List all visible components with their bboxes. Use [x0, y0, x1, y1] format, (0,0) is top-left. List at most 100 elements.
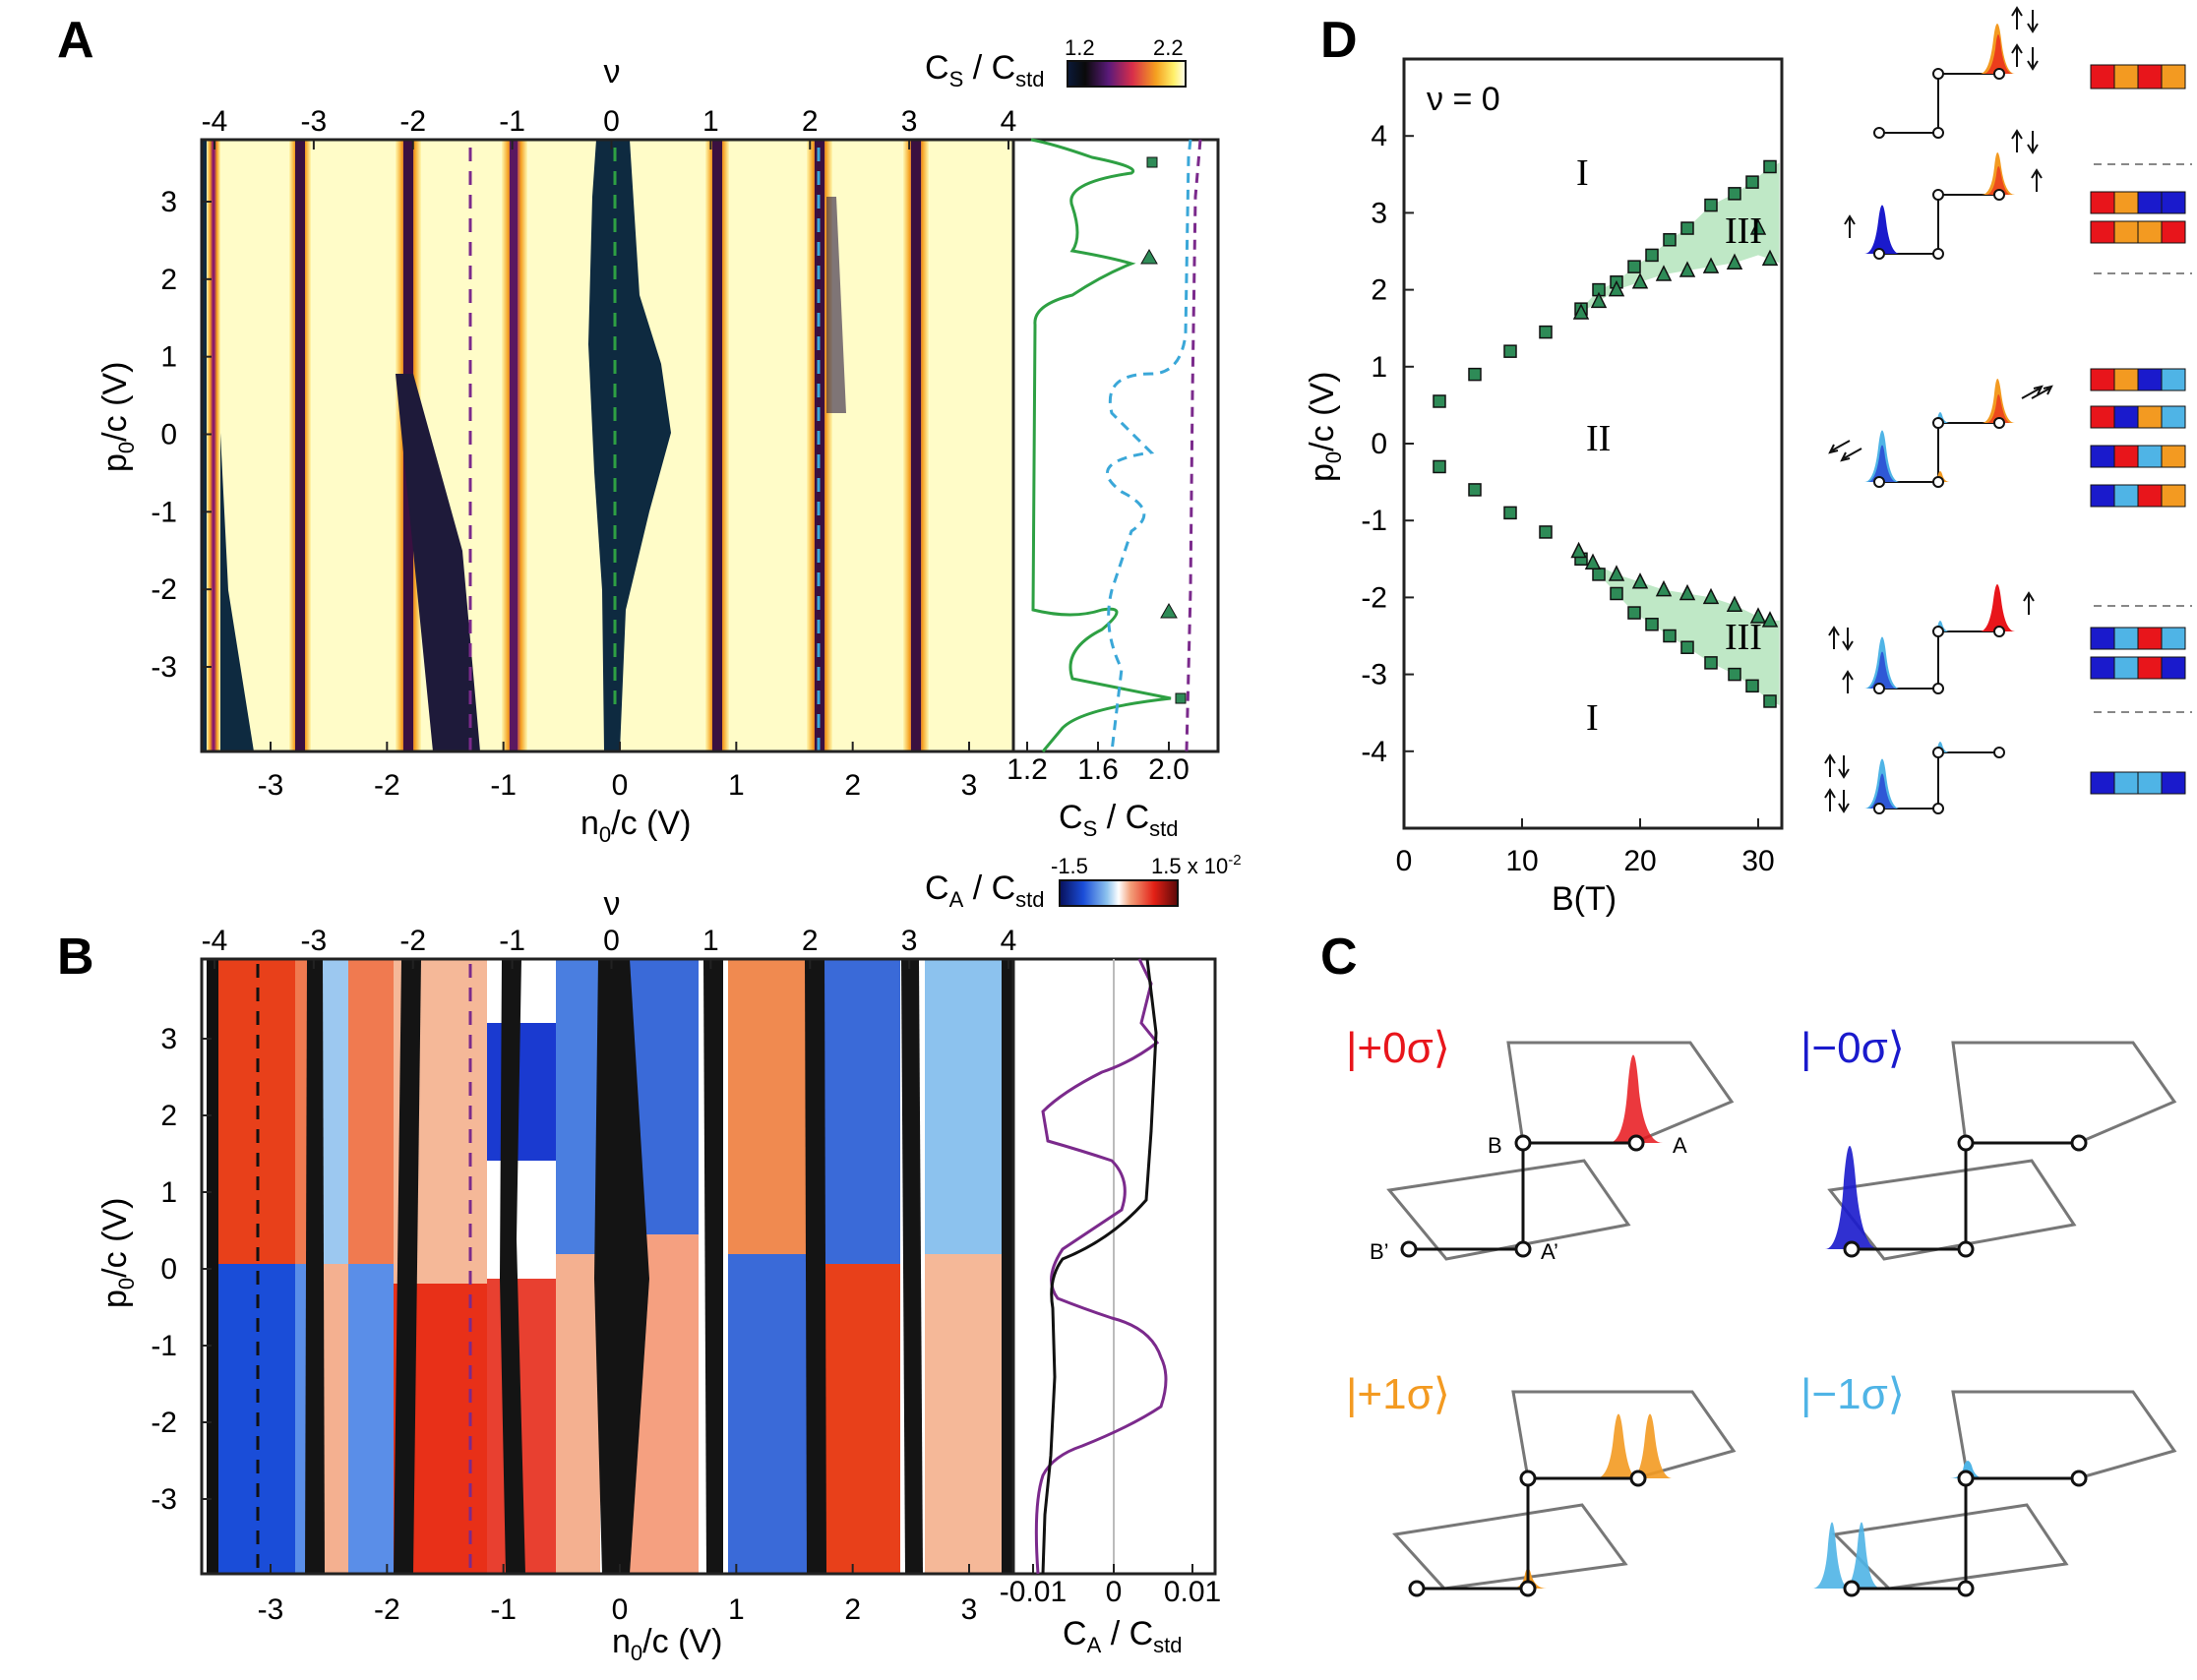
site-label-b: B	[1488, 1133, 1502, 1158]
tick-label: 20	[1623, 845, 1656, 877]
site-label-bp: B’	[1370, 1239, 1389, 1264]
data-point-square	[1433, 394, 1446, 408]
schematic-row-2	[1844, 129, 2186, 260]
panel-label-b: B	[57, 929, 94, 986]
tick-label: -3	[151, 651, 177, 684]
panel-a-side-ticks: 1.2 1.6 2.0	[1007, 742, 1190, 786]
tick-label: -3	[1361, 659, 1387, 691]
data-point-square	[1645, 248, 1659, 263]
panel-a-x-ticks: -3 -2 -1 0 1 2 3	[258, 742, 978, 802]
data-point-square	[1503, 344, 1517, 358]
data-point-square	[1763, 694, 1777, 708]
tick-label: -1	[499, 105, 525, 138]
panel-d-xlabel: B(T)	[1552, 880, 1617, 918]
data-point-triangle	[1608, 279, 1625, 297]
tick-label: 3	[961, 1593, 978, 1626]
ket-label: |+1σ⟩	[1346, 1370, 1450, 1418]
panel-a-colorbar-min: 1.2	[1065, 35, 1095, 60]
tick-label: -3	[258, 769, 284, 802]
data-point-triangle	[1761, 249, 1779, 267]
tick-label: 30	[1741, 845, 1774, 877]
panel-d-schematics	[1824, 6, 2192, 814]
panel-d-annotation: ν = 0	[1427, 81, 1500, 118]
tick-label: 3	[901, 925, 918, 957]
tick-label: -0.01	[1000, 1576, 1067, 1608]
tick-label: 2	[844, 769, 861, 802]
data-point-square	[1745, 175, 1759, 189]
panel-a-side-plot	[1011, 138, 1220, 753]
tick-label: -2	[1361, 581, 1387, 614]
ket-label: |−1σ⟩	[1800, 1370, 1905, 1418]
panel-b-side-plot	[1011, 957, 1217, 1576]
tick-label: 2	[160, 1100, 177, 1132]
tick-label: 0	[1371, 428, 1387, 460]
tick-label: -2	[374, 769, 400, 802]
panel-a-side-xlabel: CS / Cstd	[1059, 799, 1179, 841]
tick-label: 0	[160, 1253, 177, 1286]
data-point-triangle	[1655, 265, 1673, 281]
tick-label: 2	[802, 925, 819, 957]
data-point-triangle	[1631, 572, 1649, 589]
tick-label: 0	[603, 105, 620, 138]
data-point-triangle	[1726, 595, 1743, 612]
panel-b-colorbar-max: 1.5 x 10-2	[1151, 852, 1242, 878]
data-point-square	[1645, 618, 1659, 631]
tick-label: 3	[961, 769, 978, 802]
data-point-triangle	[1570, 541, 1587, 559]
data-point-square	[1433, 459, 1446, 474]
tick-label: -3	[151, 1483, 177, 1516]
data-point-triangle	[1572, 303, 1590, 320]
panel-b-nu-ticks: -4 -3 -2 -1 0 1 2 3 4	[202, 925, 1017, 969]
panel-b-colorbar-label: CA / Cstd	[925, 870, 1045, 912]
panel-b-ylabel: p0/c (V)	[96, 1198, 139, 1308]
data-point-square	[1539, 325, 1553, 339]
tick-label: 0	[612, 1593, 629, 1626]
tick-label: 3	[901, 105, 918, 138]
tick-label: 0	[603, 925, 620, 957]
region-label-i-bottom: I	[1586, 697, 1599, 739]
data-point-square	[1745, 679, 1759, 693]
tick-label: 0.01	[1164, 1576, 1221, 1608]
tick-label: 4	[1001, 105, 1017, 138]
tick-label: -3	[301, 925, 328, 957]
panel-b-heatmap	[200, 957, 1015, 1576]
tick-label: -2	[151, 573, 177, 606]
data-point-square	[1728, 667, 1741, 682]
data-point-square	[1663, 233, 1677, 247]
state-plus-1-sigma: |+1σ⟩	[1346, 1370, 1737, 1597]
panel-a-ylabel: p0/c (V)	[96, 362, 139, 472]
panel-a-nu-label: ν	[604, 53, 621, 90]
tick-label: 1	[702, 105, 719, 138]
data-point-triangle	[1761, 611, 1779, 628]
panel-d-x-ticks: 0 10 20 30	[1396, 818, 1775, 877]
tick-label: 1	[728, 1593, 745, 1626]
region-label-ii: II	[1586, 418, 1611, 459]
site-label-ap: A’	[1541, 1239, 1558, 1264]
schematic-row-3	[1828, 368, 2186, 508]
region-iii-fill-upper	[1581, 162, 1780, 314]
data-point-square	[1468, 367, 1482, 382]
data-point-square	[1680, 640, 1694, 654]
tick-label: 3	[1371, 197, 1387, 229]
data-point-square	[1627, 606, 1641, 620]
tick-label: 4	[1001, 925, 1017, 957]
tick-label: 1.2	[1007, 753, 1048, 786]
tick-label: 2	[160, 264, 177, 296]
tick-label: 2	[844, 1593, 861, 1626]
tick-label: 2	[1371, 274, 1387, 307]
data-point-square	[1763, 159, 1777, 174]
region-iii-fill-lower	[1578, 551, 1780, 705]
region-label-iii-bottom: III	[1725, 617, 1762, 658]
schematic-row-5	[1824, 742, 2186, 814]
panel-a-colorbar-label: CS / Cstd	[925, 49, 1045, 91]
data-point-triangle	[1590, 291, 1608, 309]
data-point-triangle	[1726, 253, 1743, 270]
panel-a-xlabel: n0/c (V)	[580, 805, 691, 847]
tick-label: 2.0	[1148, 753, 1190, 786]
tick-label: -3	[301, 105, 328, 138]
data-point-square	[1704, 656, 1718, 670]
panel-b-side-xlabel: CA / Cstd	[1063, 1615, 1183, 1657]
data-point-square	[1610, 586, 1623, 601]
panel-d-ylabel: p0/c (V)	[1304, 372, 1346, 482]
